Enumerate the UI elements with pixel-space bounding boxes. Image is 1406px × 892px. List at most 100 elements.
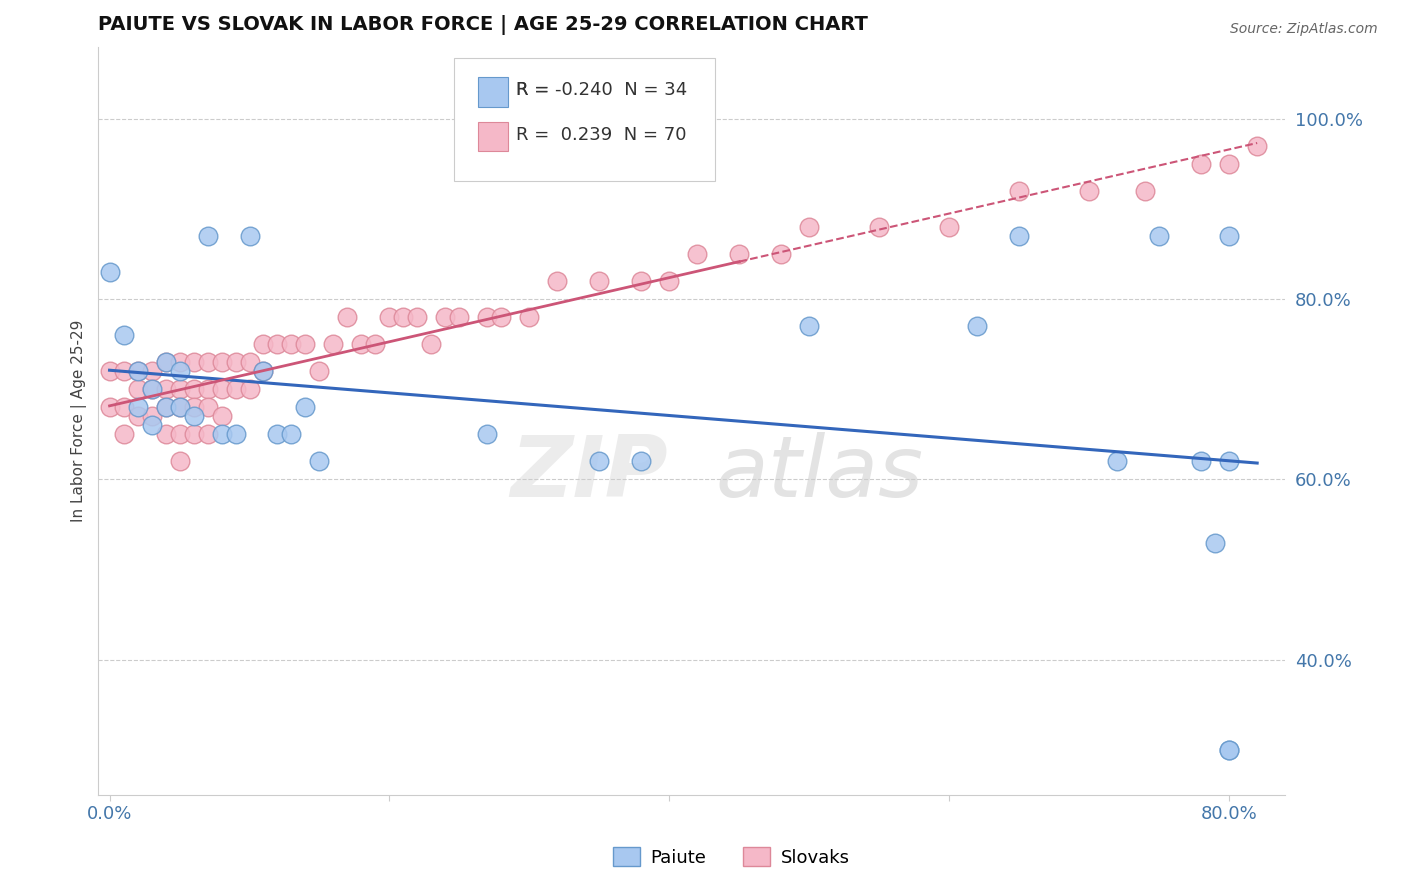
Point	[197, 382, 219, 396]
Point	[938, 219, 960, 234]
Y-axis label: In Labor Force | Age 25-29: In Labor Force | Age 25-29	[72, 319, 87, 522]
Point	[1246, 139, 1268, 153]
Point	[211, 409, 233, 424]
Point	[98, 265, 121, 279]
Point	[169, 454, 191, 468]
Point	[491, 310, 513, 325]
Point	[197, 229, 219, 244]
Point	[770, 247, 793, 261]
Point	[112, 427, 135, 442]
Point	[280, 427, 302, 442]
Point	[238, 355, 260, 369]
Point	[868, 219, 890, 234]
Text: R =  0.239  N = 70: R = 0.239 N = 70	[516, 126, 686, 144]
Point	[546, 274, 568, 288]
Point	[169, 364, 191, 378]
Point	[364, 337, 387, 351]
Point	[686, 247, 709, 261]
Point	[225, 382, 247, 396]
Point	[98, 401, 121, 415]
Point	[1008, 184, 1031, 198]
Point	[155, 427, 177, 442]
Point	[112, 328, 135, 343]
Point	[155, 355, 177, 369]
Point	[477, 427, 499, 442]
Point	[127, 401, 149, 415]
Text: atlas: atlas	[716, 432, 924, 515]
Point	[658, 274, 681, 288]
Point	[1218, 229, 1240, 244]
Text: R = -0.240  N = 34: R = -0.240 N = 34	[516, 81, 688, 99]
Point	[127, 364, 149, 378]
Point	[169, 355, 191, 369]
Point	[183, 427, 205, 442]
FancyBboxPatch shape	[478, 121, 508, 152]
Point	[225, 355, 247, 369]
Point	[197, 401, 219, 415]
Point	[378, 310, 401, 325]
Point	[420, 337, 443, 351]
FancyBboxPatch shape	[478, 77, 508, 106]
Point	[112, 364, 135, 378]
Point	[1189, 454, 1212, 468]
Point	[1218, 743, 1240, 757]
Point	[1008, 229, 1031, 244]
Point	[799, 319, 821, 334]
Point	[1078, 184, 1101, 198]
Point	[112, 401, 135, 415]
Point	[350, 337, 373, 351]
Point	[252, 337, 274, 351]
Point	[141, 418, 163, 433]
Point	[280, 337, 302, 351]
Point	[211, 355, 233, 369]
Point	[434, 310, 457, 325]
Point	[588, 274, 610, 288]
Point	[183, 401, 205, 415]
Legend: Paiute, Slovaks: Paiute, Slovaks	[606, 840, 856, 874]
Point	[728, 247, 751, 261]
Point	[211, 427, 233, 442]
Point	[294, 401, 316, 415]
Point	[169, 401, 191, 415]
Point	[155, 355, 177, 369]
Point	[266, 427, 288, 442]
Point	[1189, 157, 1212, 171]
Point	[1218, 454, 1240, 468]
Point	[266, 337, 288, 351]
Point	[155, 382, 177, 396]
Point	[197, 355, 219, 369]
Point	[477, 310, 499, 325]
Point	[155, 401, 177, 415]
Point	[141, 364, 163, 378]
Point	[519, 310, 541, 325]
Point	[211, 382, 233, 396]
Point	[238, 229, 260, 244]
Text: Source: ZipAtlas.com: Source: ZipAtlas.com	[1230, 22, 1378, 37]
Point	[449, 310, 471, 325]
Point	[183, 382, 205, 396]
Point	[1107, 454, 1129, 468]
Point	[966, 319, 988, 334]
Point	[155, 401, 177, 415]
Point	[799, 219, 821, 234]
Point	[252, 364, 274, 378]
Point	[169, 382, 191, 396]
Text: R =: R =	[516, 81, 555, 99]
Point	[1135, 184, 1157, 198]
Point	[197, 427, 219, 442]
Point	[588, 454, 610, 468]
Point	[127, 382, 149, 396]
Point	[183, 355, 205, 369]
Point	[225, 427, 247, 442]
Point	[183, 409, 205, 424]
Point	[141, 382, 163, 396]
Point	[141, 409, 163, 424]
Point	[406, 310, 429, 325]
Point	[1147, 229, 1170, 244]
Point	[630, 454, 652, 468]
Point	[1218, 157, 1240, 171]
Point	[336, 310, 359, 325]
Text: ZIP: ZIP	[510, 432, 668, 515]
Point	[1218, 743, 1240, 757]
Point	[308, 454, 330, 468]
